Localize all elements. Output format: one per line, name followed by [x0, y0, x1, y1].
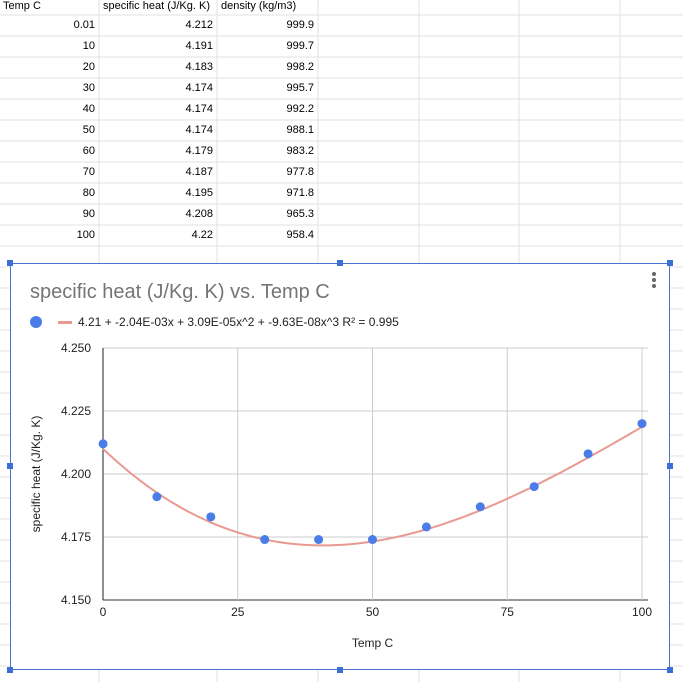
cell-density[interactable]: 988.1: [286, 124, 314, 136]
cell-specific-heat[interactable]: 4.195: [185, 187, 213, 199]
cell-temp[interactable]: 10: [82, 40, 95, 52]
resize-handle[interactable]: [337, 667, 343, 673]
y-tick-label: 4.225: [61, 404, 91, 418]
y-axis-title: specific heat (J/Kg. K): [29, 416, 43, 533]
cell-temp[interactable]: 80: [82, 187, 95, 199]
resize-handle[interactable]: [667, 260, 673, 266]
data-point: [583, 449, 593, 459]
data-point: [314, 535, 324, 545]
legend-series-marker: [30, 316, 42, 328]
cell-temp[interactable]: 100: [76, 229, 95, 241]
resize-handle[interactable]: [7, 260, 13, 266]
data-point: [368, 535, 377, 545]
y-tick-label: 4.175: [61, 530, 91, 544]
legend-trendline-marker: [58, 320, 72, 324]
chart-container[interactable]: [10, 263, 670, 670]
chart-menu-icon[interactable]: [651, 271, 657, 289]
x-tick-label: 75: [501, 605, 515, 619]
x-tick-label: 50: [366, 605, 380, 619]
cell-density[interactable]: 958.4: [286, 229, 314, 241]
cell-temp[interactable]: 30: [82, 82, 95, 94]
cell-density[interactable]: 983.2: [286, 145, 314, 157]
x-tick-label: 100: [632, 605, 652, 619]
data-point: [152, 492, 162, 502]
resize-handle[interactable]: [7, 463, 13, 469]
cell-specific-heat[interactable]: 4.208: [185, 208, 213, 220]
cell-specific-heat[interactable]: 4.191: [185, 40, 213, 52]
x-tick-label: 0: [100, 605, 107, 619]
resize-handle[interactable]: [667, 667, 673, 673]
resize-handle[interactable]: [7, 667, 13, 673]
cell-density[interactable]: 971.8: [286, 187, 314, 199]
header-cell[interactable]: density (kg/m3): [221, 0, 297, 12]
cell-temp[interactable]: 60: [82, 145, 95, 157]
cell-specific-heat[interactable]: 4.187: [185, 166, 213, 178]
header-cell[interactable]: specific heat (J/Kg. K): [103, 0, 210, 12]
data-point: [206, 512, 216, 522]
cell-specific-heat[interactable]: 4.174: [185, 124, 213, 136]
cell-specific-heat[interactable]: 4.179: [185, 145, 213, 157]
cell-temp[interactable]: 40: [82, 103, 95, 115]
data-point: [529, 482, 539, 492]
data-point: [475, 502, 485, 512]
cell-temp[interactable]: 20: [82, 61, 95, 73]
trendline-equation-label: 4.21 + -2.04E-03x + 3.09E-05x^2 + -9.63E…: [78, 315, 399, 329]
cell-density[interactable]: 992.2: [286, 103, 314, 115]
y-tick-label: 4.150: [61, 593, 91, 607]
cell-temp[interactable]: 70: [82, 166, 95, 178]
cell-density[interactable]: 999.7: [286, 40, 314, 52]
cell-specific-heat[interactable]: 4.22: [191, 229, 213, 241]
cell-specific-heat[interactable]: 4.183: [185, 61, 213, 73]
cell-specific-heat[interactable]: 4.174: [185, 103, 213, 115]
data-point: [98, 439, 108, 449]
data-point: [421, 522, 431, 532]
header-cell[interactable]: Temp C: [3, 0, 41, 12]
cell-density[interactable]: 999.9: [286, 19, 314, 31]
cell-temp[interactable]: 50: [82, 124, 95, 136]
resize-handle[interactable]: [337, 260, 343, 266]
cell-temp[interactable]: 90: [82, 208, 95, 220]
chart-title: specific heat (J/Kg. K) vs. Temp C: [30, 281, 330, 303]
cell-temp[interactable]: 0.01: [73, 19, 95, 31]
data-point: [637, 419, 647, 429]
resize-handle[interactable]: [667, 463, 673, 469]
cell-density[interactable]: 977.8: [286, 166, 314, 178]
chart-legend: 4.21 + -2.04E-03x + 3.09E-05x^2 + -9.63E…: [30, 315, 399, 329]
y-tick-label: 4.200: [61, 467, 91, 481]
cell-density[interactable]: 998.2: [286, 61, 314, 73]
cell-density[interactable]: 965.3: [286, 208, 314, 220]
cell-density[interactable]: 995.7: [286, 82, 314, 94]
x-tick-label: 25: [231, 605, 245, 619]
y-tick-label: 4.250: [61, 341, 91, 355]
x-axis-title: Temp C: [352, 636, 394, 650]
cell-specific-heat[interactable]: 4.174: [185, 82, 213, 94]
cell-specific-heat[interactable]: 4.212: [185, 19, 213, 31]
data-point: [260, 535, 270, 545]
